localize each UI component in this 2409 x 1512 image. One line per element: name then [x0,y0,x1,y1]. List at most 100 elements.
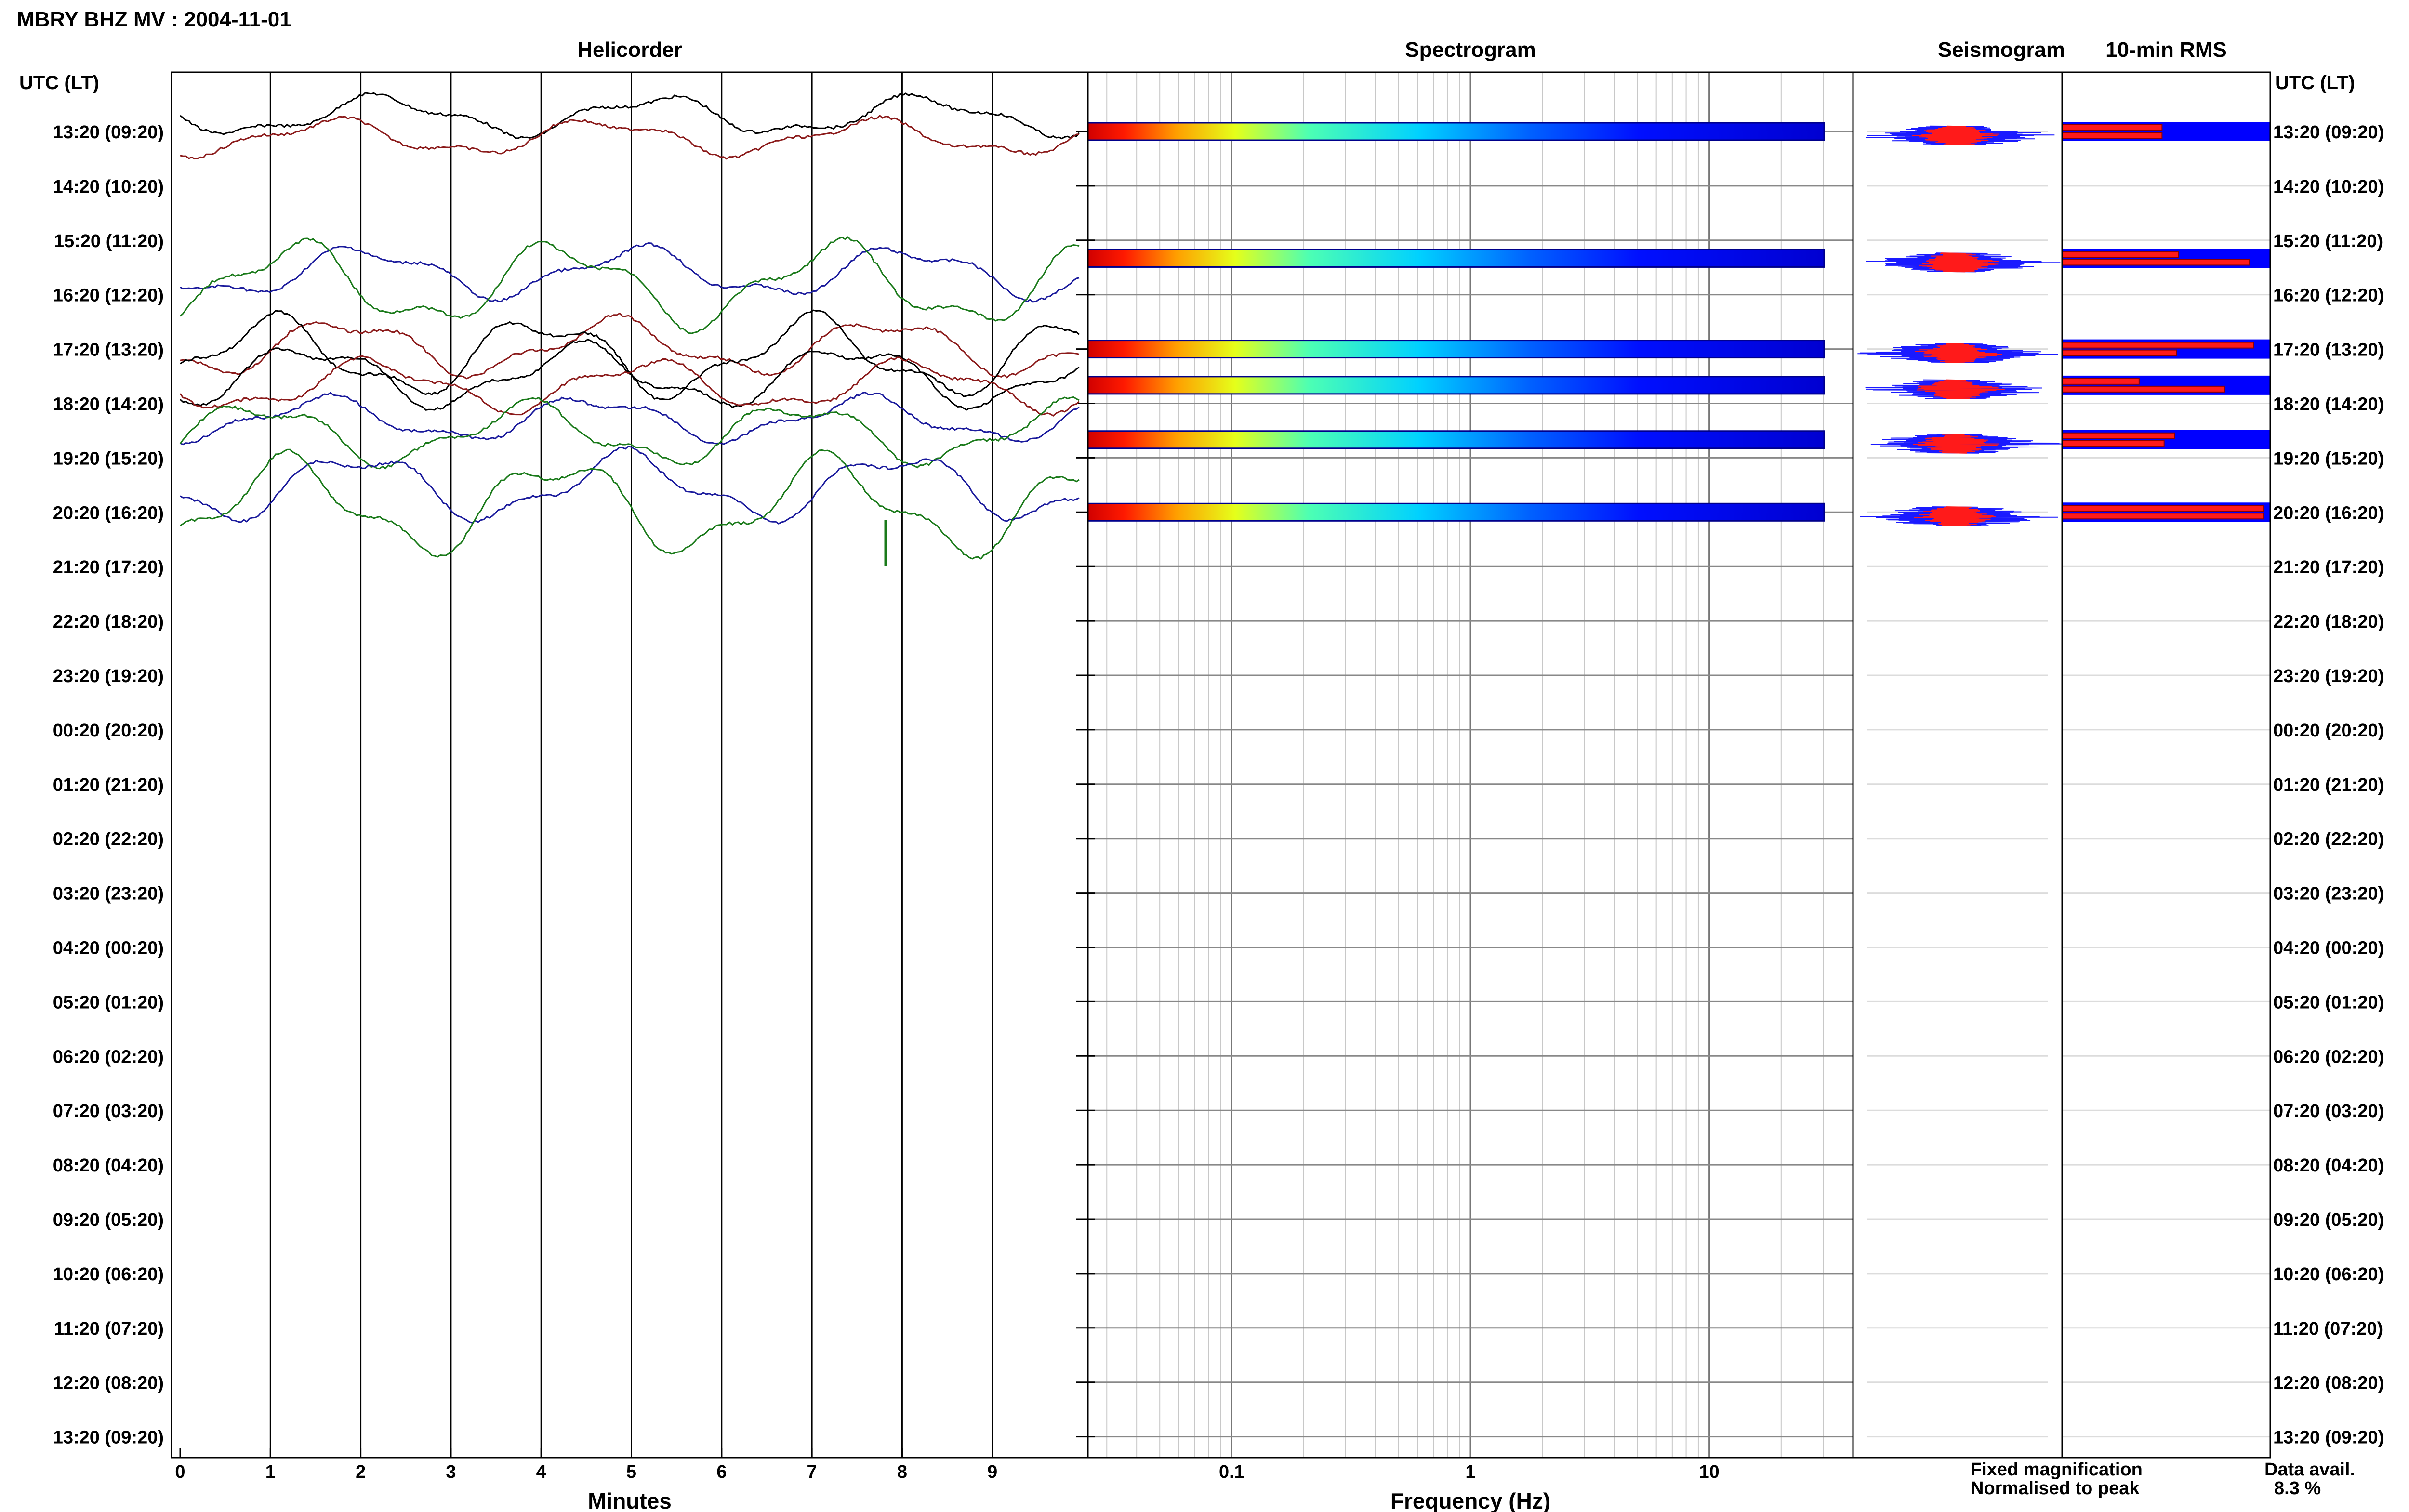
rms-normalised-bar [2062,513,2265,520]
row-label-right: 17:20 (13:20) [2273,340,2384,360]
panel-frame [2061,71,2271,1459]
legend-normalised-to-peak: Normalised to peak [1971,1478,2140,1499]
seismogram-normalised-trace [1914,506,1996,526]
spectrogram-band [1088,250,1824,267]
rms-fixed-bar [2062,342,2254,349]
minute-tick-label: 0 [175,1462,185,1482]
row-label-right: 00:20 (20:20) [2273,721,2384,741]
row-label-right: 06:20 (02:20) [2273,1047,2384,1067]
spectrogram-band [1088,376,1824,394]
minute-tick-label: 9 [987,1462,997,1482]
row-label-left: 16:20 (12:20) [53,286,164,306]
seismogram-title: Seismogram [1938,38,2065,62]
row-label-left: 10:20 (06:20) [53,1264,164,1285]
spectrogram-band [1088,503,1824,521]
rms-normalised-bar [2062,349,2177,356]
row-label-left: 05:20 (01:20) [53,992,164,1012]
minute-tick-label: 7 [807,1462,817,1482]
rms-rows [2062,122,2270,522]
rms-fixed-bar [2062,124,2163,131]
minute-tick-label: 6 [716,1462,727,1482]
row-label-right: 21:20 (17:20) [2273,557,2384,578]
row-label-left: 07:20 (03:20) [53,1101,164,1121]
row-label-right: 10:20 (06:20) [2273,1264,2384,1285]
row-label-left: 04:20 (00:20) [53,938,164,959]
row-label-right: 12:20 (08:20) [2273,1373,2384,1394]
rms-normalised-bar [2062,259,2250,266]
helicorder-trace [180,392,1080,446]
row-label-right: 05:20 (01:20) [2273,992,2384,1012]
frequency-tick-label: 10 [1699,1462,1719,1482]
minute-tick-label: 2 [356,1462,366,1482]
frequency-axis-label: Frequency (Hz) [1390,1488,1550,1512]
seismogram-normalised-trace [1912,125,1999,146]
minute-tick-label: 8 [897,1462,907,1482]
row-label-right: 13:20 (09:20) [2273,122,2384,143]
rms-normalised-bar [2062,385,2225,393]
seismogram-normalised-trace [1916,379,2005,399]
row-label-left: 08:20 (04:20) [53,1156,164,1176]
right-axis-label: UTC (LT) [2275,72,2355,93]
row-label-right: 19:20 (15:20) [2273,448,2384,469]
row-label-left: 00:20 (20:20) [53,721,164,741]
seismogram-normalised-trace [1919,252,1999,273]
row-label-left: 22:20 (18:20) [53,612,164,632]
helicorder-title: Helicorder [577,38,682,62]
row-label-right: 22:20 (18:20) [2273,612,2384,632]
rms-fixed-bar [2062,505,2265,512]
row-label-right: 07:20 (03:20) [2273,1101,2384,1121]
row-label-right: 01:20 (21:20) [2273,775,2384,795]
seismogram-normalised-trace [1913,434,1999,454]
row-label-right: 14:20 (10:20) [2273,177,2384,197]
row-label-right: 04:20 (00:20) [2273,938,2384,959]
helicorder-trace [179,236,1080,334]
rms-fixed-bar [2062,378,2140,385]
rms-title: 10-min RMS [2105,38,2227,62]
row-label-right: 23:20 (19:20) [2273,666,2384,686]
spectrogram-band [1088,431,1824,448]
helicorder-trace [180,448,1080,560]
row-label-left: 03:20 (23:20) [53,884,164,904]
x-tick-labels: 0 1 2 3 4 5 6 7 8 9 0.1 1 10 [175,1462,1719,1482]
row-label-right: 20:20 (16:20) [2273,503,2384,523]
row-label-left: 11:20 (07:20) [54,1319,164,1339]
helicorder-trace [180,312,1080,380]
row-label-right: 02:20 (22:20) [2273,829,2384,850]
helicorder-traces [179,92,1080,566]
row-label-right: 13:20 (09:20) [2273,1428,2384,1448]
grid-lines [269,72,2270,1458]
spectrogram-band [1088,340,1824,358]
helicorder-trace [179,396,1080,470]
row-label-left: 23:20 (19:20) [53,666,164,686]
row-labels: 13:20 (09:20) 13:20 (09:20) 14:20 (10:20) 1… [53,122,2384,1448]
data-avail-value: 8.3 % [2274,1478,2321,1499]
row-label-left: 21:20 (17:20) [53,557,164,578]
row-label-left: 20:20 (16:20) [53,503,164,523]
row-label-left: 01:20 (21:20) [53,775,164,795]
seismogram-rows [1857,125,2065,526]
helicorder-trace [180,446,1080,525]
minutes-axis-label: Minutes [588,1488,672,1512]
row-label-right: 15:20 (11:20) [2273,231,2383,251]
helicorder-trace [179,338,1080,411]
row-label-right: 18:20 (14:20) [2273,394,2384,415]
data-avail-label: Data avail. [2264,1459,2355,1480]
frequency-tick-label: 1 [1465,1462,1475,1482]
helicorder-trace [180,114,1079,160]
helicorder-trace [180,92,1080,140]
row-label-left: 09:20 (05:20) [53,1210,164,1230]
minute-tick-label: 4 [536,1462,546,1482]
row-label-left: 13:20 (09:20) [53,1428,164,1448]
row-label-left: 12:20 (08:20) [53,1373,164,1394]
row-label-right: 16:20 (12:20) [2273,286,2384,306]
row-label-left: 13:20 (09:20) [53,122,164,143]
rms-fixed-bar [2062,251,2179,258]
minute-tick-label: 5 [626,1462,636,1482]
row-label-right: 08:20 (04:20) [2273,1156,2384,1176]
page-title: MBRY BHZ MV : 2004-11-01 [17,8,291,31]
panel-frames [171,71,2271,1459]
spectrogram-title: Spectrogram [1405,38,1535,62]
row-label-right: 09:20 (05:20) [2273,1210,2384,1230]
